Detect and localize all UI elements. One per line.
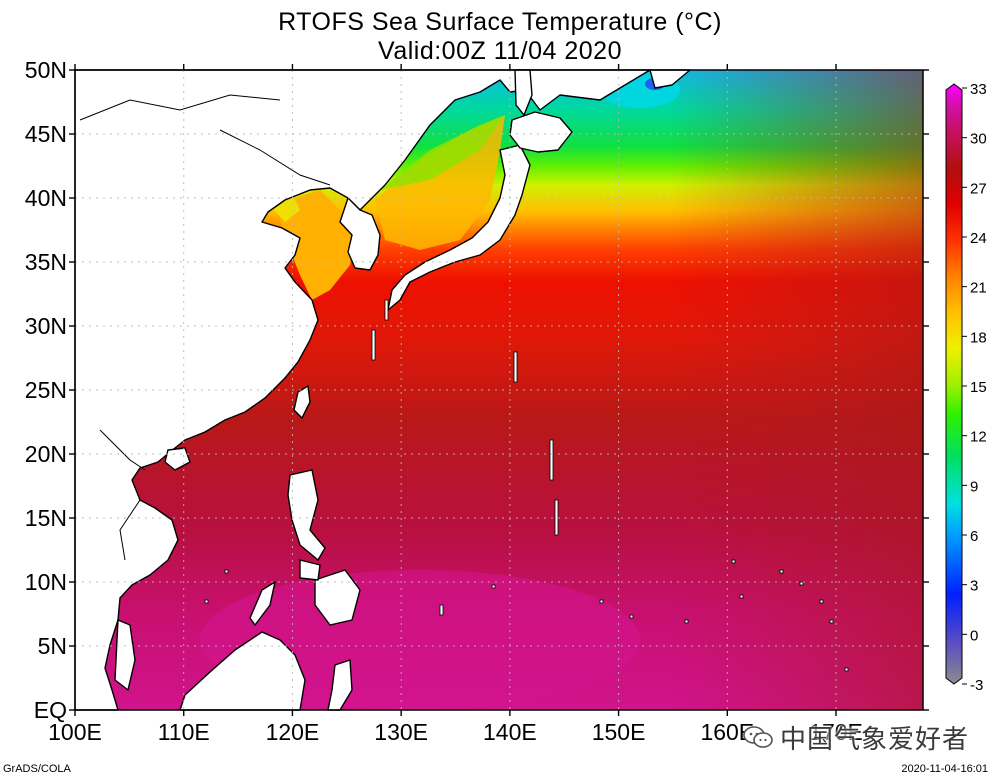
x-tick-label: 110E bbox=[158, 719, 210, 745]
y-tick-label: 30N bbox=[25, 313, 67, 339]
y-tick-label: 25N bbox=[25, 377, 67, 403]
x-tick-label: 120E bbox=[266, 719, 320, 745]
x-axis: 100E 110E 120E 130E 140E 150E 160E 170E bbox=[48, 64, 863, 745]
y-tick-label: 15N bbox=[25, 505, 67, 531]
y-tick-label: 10N bbox=[25, 569, 67, 595]
border-lines bbox=[79, 94, 331, 561]
credit-left: GrADS/COLA bbox=[3, 763, 71, 775]
japan-hokkaido bbox=[509, 111, 573, 153]
x-tick-label: 100E bbox=[48, 719, 102, 745]
x-tick-label: 130E bbox=[374, 719, 428, 745]
x-tick-label: 150E bbox=[592, 719, 646, 745]
wechat-logo-icon bbox=[743, 726, 773, 748]
y-tick-label: 40N bbox=[25, 185, 67, 211]
x-tick-label: 140E bbox=[483, 719, 537, 745]
colorbar-label: 0 bbox=[970, 627, 978, 644]
colorbar-label: 3 bbox=[970, 578, 978, 595]
watermark-text: 中国气象爱好者 bbox=[780, 724, 970, 755]
korea-peninsula bbox=[339, 197, 381, 271]
watermark: 中国气象爱好者 bbox=[742, 720, 970, 755]
small-islands bbox=[204, 299, 849, 672]
colorbar-label: 18 bbox=[970, 329, 987, 346]
y-tick-label: 5N bbox=[38, 633, 67, 659]
colorbar-label: 15 bbox=[970, 379, 987, 396]
colorbar-label: 24 bbox=[970, 230, 987, 247]
chart-subtitle: Valid:00Z 11/04 2020 bbox=[378, 37, 622, 65]
credit-timestamp: 2020-11-04-16:01 bbox=[901, 763, 988, 775]
y-tick-label: 35N bbox=[25, 249, 67, 275]
y-tick-label: EQ bbox=[34, 697, 67, 723]
colorbar-label: 27 bbox=[970, 180, 987, 197]
y-tick-label: 45N bbox=[25, 121, 67, 147]
y-tick-label: 50N bbox=[25, 57, 67, 83]
colorbar-label: 21 bbox=[970, 280, 987, 297]
hainan bbox=[164, 447, 191, 471]
malay-peninsula bbox=[114, 619, 136, 691]
colorbar-label: 9 bbox=[970, 478, 978, 495]
taiwan bbox=[293, 385, 311, 419]
japan-honshu bbox=[387, 144, 531, 311]
visayas bbox=[299, 559, 321, 581]
colorbar-label: 6 bbox=[970, 528, 978, 545]
luzon bbox=[287, 469, 326, 561]
chart-title: RTOFS Sea Surface Temperature (°C) bbox=[278, 8, 722, 36]
colorbar-label: 12 bbox=[970, 429, 987, 446]
y-axis: EQ 5N 10N 15N 20N 25N 30N 35N 40N 45N 50N bbox=[25, 57, 929, 723]
x-tick-label: 170E bbox=[809, 719, 863, 745]
colorbar-label: 30 bbox=[970, 131, 987, 148]
colorbar-label: 33 bbox=[970, 81, 987, 98]
landmass bbox=[74, 69, 691, 711]
y-tick-label: 20N bbox=[25, 441, 67, 467]
grid-lines bbox=[75, 70, 923, 710]
colorbar-label: -3 bbox=[970, 677, 983, 694]
mindanao bbox=[314, 569, 361, 626]
palawan bbox=[249, 581, 276, 626]
asia-mainland bbox=[74, 69, 651, 711]
